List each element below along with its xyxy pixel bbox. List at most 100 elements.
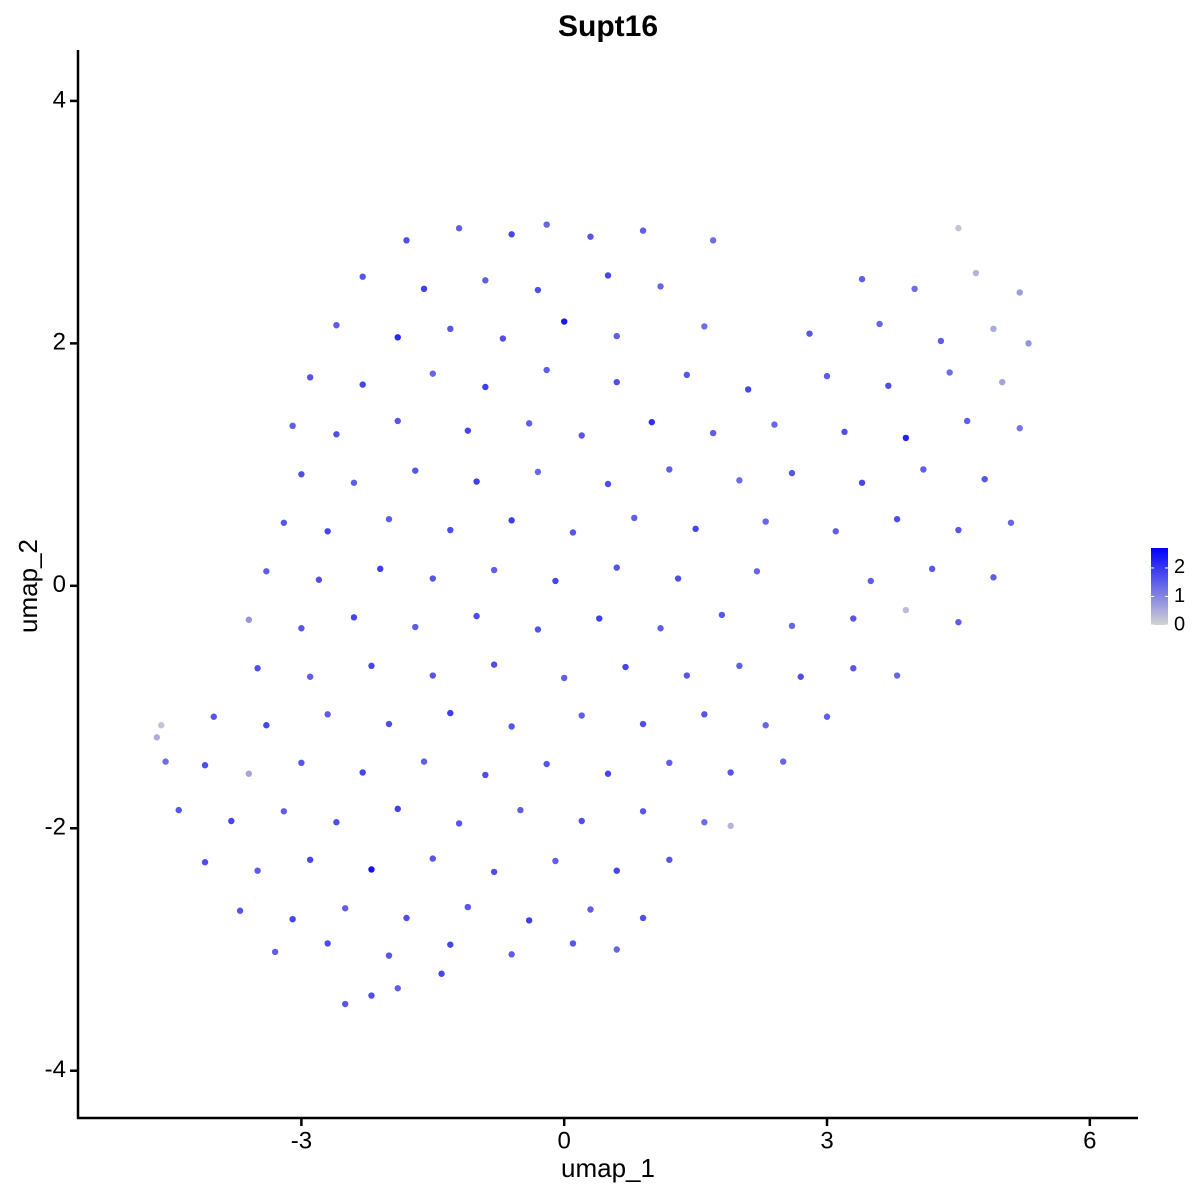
point (709, 237, 717, 244)
point (736, 477, 743, 484)
point (245, 616, 253, 623)
point (613, 332, 620, 340)
point (937, 337, 945, 345)
point (648, 418, 656, 426)
point (201, 762, 209, 769)
point (508, 723, 515, 730)
point (613, 564, 620, 571)
point (543, 760, 550, 768)
point (543, 366, 550, 374)
point (394, 334, 401, 341)
point (385, 720, 393, 728)
point (447, 325, 454, 333)
point (455, 820, 463, 827)
colorbar (1151, 548, 1168, 625)
point (254, 665, 261, 672)
point (569, 529, 577, 536)
point (990, 574, 997, 581)
point (394, 417, 401, 425)
point (306, 856, 314, 863)
point (201, 859, 209, 866)
point (701, 323, 708, 330)
point (850, 615, 857, 622)
point (263, 568, 270, 575)
point (508, 231, 515, 238)
point (823, 372, 831, 380)
point (762, 722, 769, 729)
point (228, 817, 235, 825)
point (368, 662, 375, 670)
point (403, 237, 410, 244)
point (306, 673, 314, 680)
point (153, 734, 161, 741)
point (482, 383, 489, 391)
point (902, 606, 910, 614)
point (806, 330, 813, 337)
point (158, 722, 165, 729)
point (482, 277, 489, 284)
point (464, 427, 472, 434)
point (280, 519, 288, 526)
point (543, 221, 550, 228)
point (946, 369, 953, 376)
point (333, 819, 340, 826)
point (482, 771, 489, 779)
point (613, 378, 620, 386)
point (341, 905, 349, 912)
point (893, 515, 901, 523)
point (736, 662, 743, 670)
point (639, 720, 647, 728)
point (578, 817, 585, 825)
point (709, 429, 717, 437)
point (385, 952, 393, 959)
point (490, 566, 498, 574)
point (727, 769, 734, 776)
point (1016, 289, 1023, 296)
point (596, 615, 603, 622)
point (324, 711, 331, 718)
point (236, 907, 244, 914)
point (867, 577, 875, 585)
x-axis-label: umap_1 (561, 1153, 655, 1183)
point (438, 970, 445, 977)
point (429, 370, 436, 377)
point (701, 819, 708, 826)
point (429, 855, 436, 862)
point (552, 857, 559, 865)
colorbar-label: 1 (1174, 585, 1185, 607)
point (850, 665, 857, 672)
point (674, 575, 682, 582)
point (928, 565, 936, 573)
point (657, 283, 664, 290)
point (1025, 340, 1032, 347)
point (639, 808, 647, 815)
point (639, 914, 647, 922)
point (508, 951, 515, 958)
point (412, 623, 419, 631)
point (578, 432, 585, 439)
point (911, 285, 918, 293)
point (972, 269, 980, 277)
point (604, 272, 612, 279)
point (385, 515, 393, 523)
point (350, 479, 358, 486)
point (604, 480, 612, 488)
point (377, 565, 384, 573)
point (464, 903, 472, 911)
point (788, 469, 796, 477)
point (210, 713, 217, 720)
point (490, 661, 498, 668)
point (955, 526, 962, 534)
point (289, 422, 296, 430)
point (333, 321, 340, 329)
point (525, 917, 533, 924)
point (990, 325, 997, 333)
point (324, 528, 331, 535)
point (394, 985, 401, 992)
point (955, 225, 962, 232)
point (955, 618, 962, 626)
point (306, 374, 314, 381)
point (341, 1000, 349, 1008)
point (893, 672, 901, 679)
point (587, 906, 594, 913)
